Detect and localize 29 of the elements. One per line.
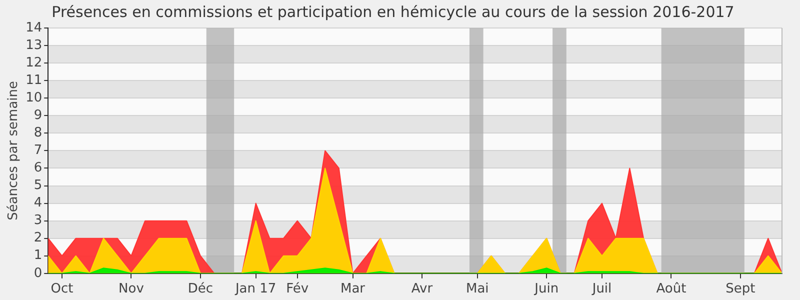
y-tick-label: 2 — [34, 230, 42, 246]
y-tick-label: 12 — [26, 55, 42, 70]
y-tick-label: 10 — [26, 90, 42, 106]
y-tick-label: 1 — [34, 248, 42, 264]
y-tick-label: 4 — [34, 196, 42, 211]
y-tick-label: 3 — [34, 213, 42, 228]
x-tick-label: Avr — [411, 282, 434, 297]
x-tick-label: Août — [656, 282, 686, 297]
x-tick-label: Jan 17 — [234, 282, 276, 297]
x-tick-label: Juin — [534, 282, 559, 297]
x-tick-label: Déc — [188, 282, 214, 297]
y-tick-label: 8 — [34, 126, 42, 141]
x-tick-label: Juil — [591, 282, 612, 297]
y-tick-label: 14 — [26, 20, 42, 36]
y-tick-label: 13 — [26, 38, 42, 53]
y-tick-label: 0 — [34, 266, 42, 281]
y-tick-label: 6 — [34, 160, 42, 176]
x-tick-label: Nov — [118, 282, 144, 297]
chart-title: Présences en commissions et participation en hémicycle au cours de la session 2016-2017 — [52, 2, 734, 21]
y-tick-label: 7 — [34, 143, 42, 158]
x-tick-label: Mai — [466, 282, 489, 297]
x-tick-label: Fév — [286, 282, 309, 297]
y-axis-title: Séances par semaine — [6, 80, 22, 220]
y-tick-label: 5 — [34, 178, 42, 194]
x-tick-label: Mar — [340, 282, 366, 297]
y-tick-label: 11 — [26, 72, 42, 88]
x-tick-label: Oct — [50, 282, 74, 297]
y-tick-label: 9 — [34, 108, 42, 124]
x-tick-label: Sept — [726, 282, 756, 297]
